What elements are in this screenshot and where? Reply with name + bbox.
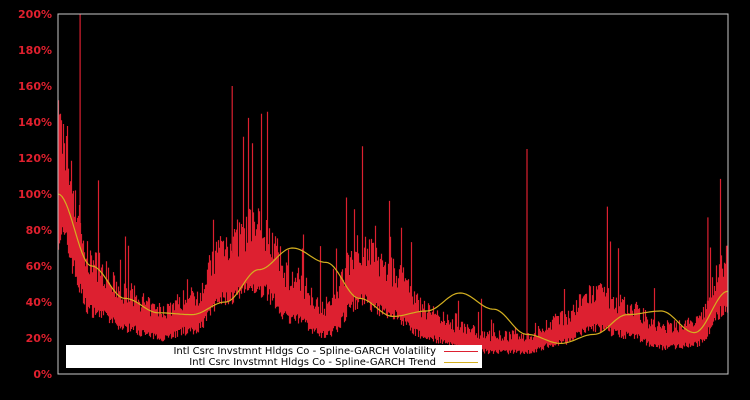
legend-swatch-red	[444, 351, 478, 352]
legend-swatch-gold	[444, 362, 478, 363]
y-tick-label: 180%	[18, 44, 52, 57]
y-tick-label: 200%	[18, 8, 52, 21]
volatility-series	[57, 14, 729, 355]
plot-frame	[57, 13, 729, 375]
y-tick-label: 160%	[18, 80, 52, 93]
y-tick-label: 140%	[18, 116, 52, 129]
y-tick-label: 40%	[25, 296, 52, 309]
legend-item-trend: Intl Csrc Invstmnt Hldgs Co - Spline-GAR…	[189, 357, 482, 368]
trend-series	[57, 193, 729, 344]
legend-label: Intl Csrc Invstmnt Hldgs Co - Spline-GAR…	[189, 357, 436, 368]
y-tick-label: 120%	[18, 152, 52, 165]
y-tick-label: 20%	[25, 332, 52, 345]
legend: Intl Csrc Invstmnt Hldgs Co - Spline-GAR…	[66, 345, 482, 368]
y-tick-label: 100%	[18, 188, 52, 201]
y-tick-label: 60%	[25, 260, 52, 273]
legend-label: Intl Csrc Invstmnt Hldgs Co - Spline-GAR…	[173, 346, 436, 357]
volatility-path	[57, 14, 729, 355]
legend-item-volatility: Intl Csrc Invstmnt Hldgs Co - Spline-GAR…	[173, 346, 482, 357]
y-tick-label: 80%	[25, 224, 52, 237]
y-tick-label: 0%	[33, 368, 52, 381]
